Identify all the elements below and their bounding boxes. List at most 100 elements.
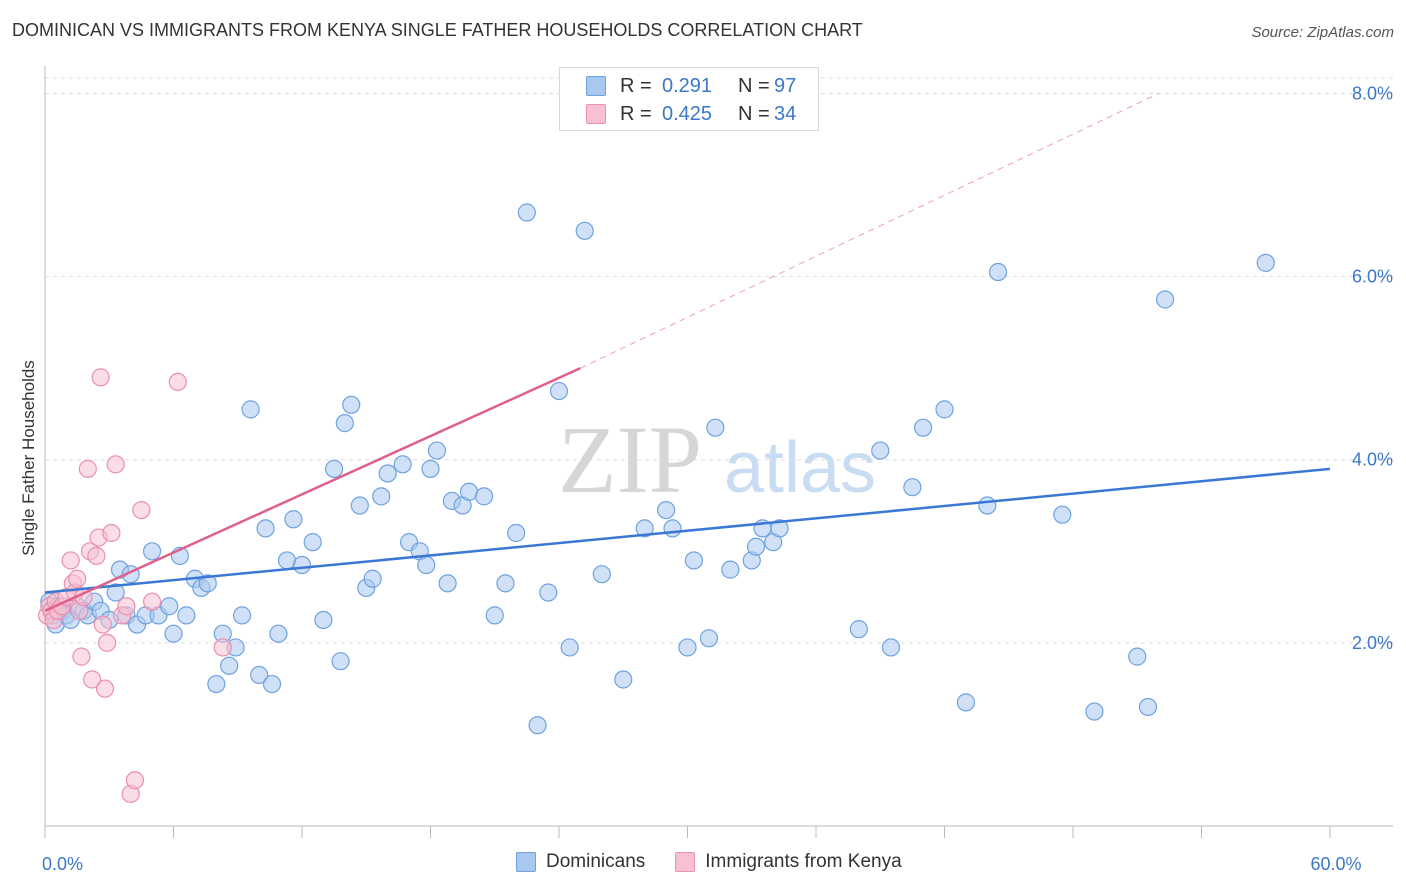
dominican-point [142,542,162,561]
dominican-point [378,464,397,483]
legend-row-kenya: R = 0.425 N = 34 [586,102,796,126]
kenya-point [132,500,151,520]
dominican-point [1256,253,1275,272]
dominican-point [207,674,226,694]
dominican-point [684,551,704,570]
data-points [38,203,1275,804]
dominican-point [560,638,579,657]
grid-lines [45,77,1393,644]
dominican-point [575,221,594,240]
tick-labels: 2.0% 4.0% 6.0% 8.0% 0.0% 60.0% [42,83,1393,874]
dominican-point [721,560,740,579]
dominican-point [363,569,382,588]
legend-row-dominicans: R = 0.291 N = 97 [586,74,796,98]
kenya-point [95,679,115,698]
dominican-point [663,519,682,538]
dominican-point [262,674,282,694]
dominican-point [331,652,350,671]
dominican-point [678,638,697,657]
kenya-point [78,459,97,478]
dominican-point [303,533,322,552]
kenya-point [68,569,87,588]
dominican-point [232,606,252,625]
dominican-point [1085,702,1104,721]
x-tick-label: 60.0% [1310,854,1361,874]
dominican-point [250,665,269,685]
dominican-point [198,574,217,593]
dominican-point [335,414,354,433]
watermark-zip: ZIP [558,406,702,513]
kenya-trend-extension [580,93,1159,369]
dominican-trend-line [44,467,1331,594]
dominican-point [988,262,1008,282]
dominican-point [256,519,275,538]
dominican-point [427,441,447,460]
dominican-point [438,574,457,593]
kenya-point [102,523,121,543]
n-value: 34 [774,102,797,125]
chart-title: DOMINICAN VS IMMIGRANTS FROM KENYA SINGL… [12,20,863,40]
kenya-point [142,592,162,611]
n-label: N = [738,74,770,97]
dominican-point [978,496,997,515]
dominican-point [164,624,183,643]
legend-swatch-dominicans [516,852,536,872]
dominican-point [528,716,547,735]
legend-swatch-kenya [586,104,606,124]
kenya-point [98,633,117,652]
dominican-point [956,693,976,712]
dominican-point [485,606,504,625]
dominican-point [106,583,125,602]
dominican-point [496,574,515,593]
legend-item-kenya[interactable]: Immigrants from Kenya [675,851,902,873]
dominican-point [177,606,196,625]
n-label: N = [738,102,770,125]
dominican-point [706,418,725,437]
axes [44,66,1393,838]
y-axis-label: Single Father Households [19,360,38,556]
dominican-point [474,487,494,506]
dominican-point [1155,290,1175,309]
r-label: R = [620,102,652,125]
dominican-point [849,620,868,639]
dominican-point [350,496,369,515]
dominican-point [507,523,526,543]
dominican-point [269,624,288,643]
legend-swatch-kenya [675,852,696,872]
series-legend: Dominicans Immigrants from Kenya [516,851,932,873]
kenya-point [93,615,112,634]
dominican-point [1128,647,1147,666]
dominican-point [314,610,333,630]
kenya-point [213,638,232,657]
y-tick-label: 2.0% [1352,633,1393,653]
dominican-point [372,487,391,506]
correlation-legend: R = 0.291 N = 97 R = 0.425 N = 34 [559,67,819,131]
r-value: 0.425 [662,102,713,125]
kenya-point [87,546,106,565]
kenya-point [83,670,102,689]
x-tick-label: 0.0% [42,854,83,874]
kenya-point [91,368,110,387]
kenya-point [72,647,91,666]
dominican-point [284,510,303,529]
dominican-point [881,638,901,657]
y-tick-label: 8.0% [1352,83,1393,103]
r-label: R = [620,74,652,97]
kenya-point [117,597,136,616]
dominican-point [220,656,239,675]
dominican-point [342,395,361,414]
dominican-point [325,459,344,478]
dominican-point [393,455,412,474]
watermark-atlas: atlas [724,428,876,508]
r-value: 0.291 [662,74,713,97]
dominican-point [770,519,789,538]
watermark: ZIP atlas [558,406,876,513]
y-tick-label: 4.0% [1352,450,1393,470]
n-value: 97 [774,74,797,97]
legend-item-dominicans[interactable]: Dominicans [516,851,645,873]
dominican-point [421,459,440,478]
kenya-point [106,455,125,474]
dominican-point [539,583,558,602]
dominican-point [292,555,312,575]
